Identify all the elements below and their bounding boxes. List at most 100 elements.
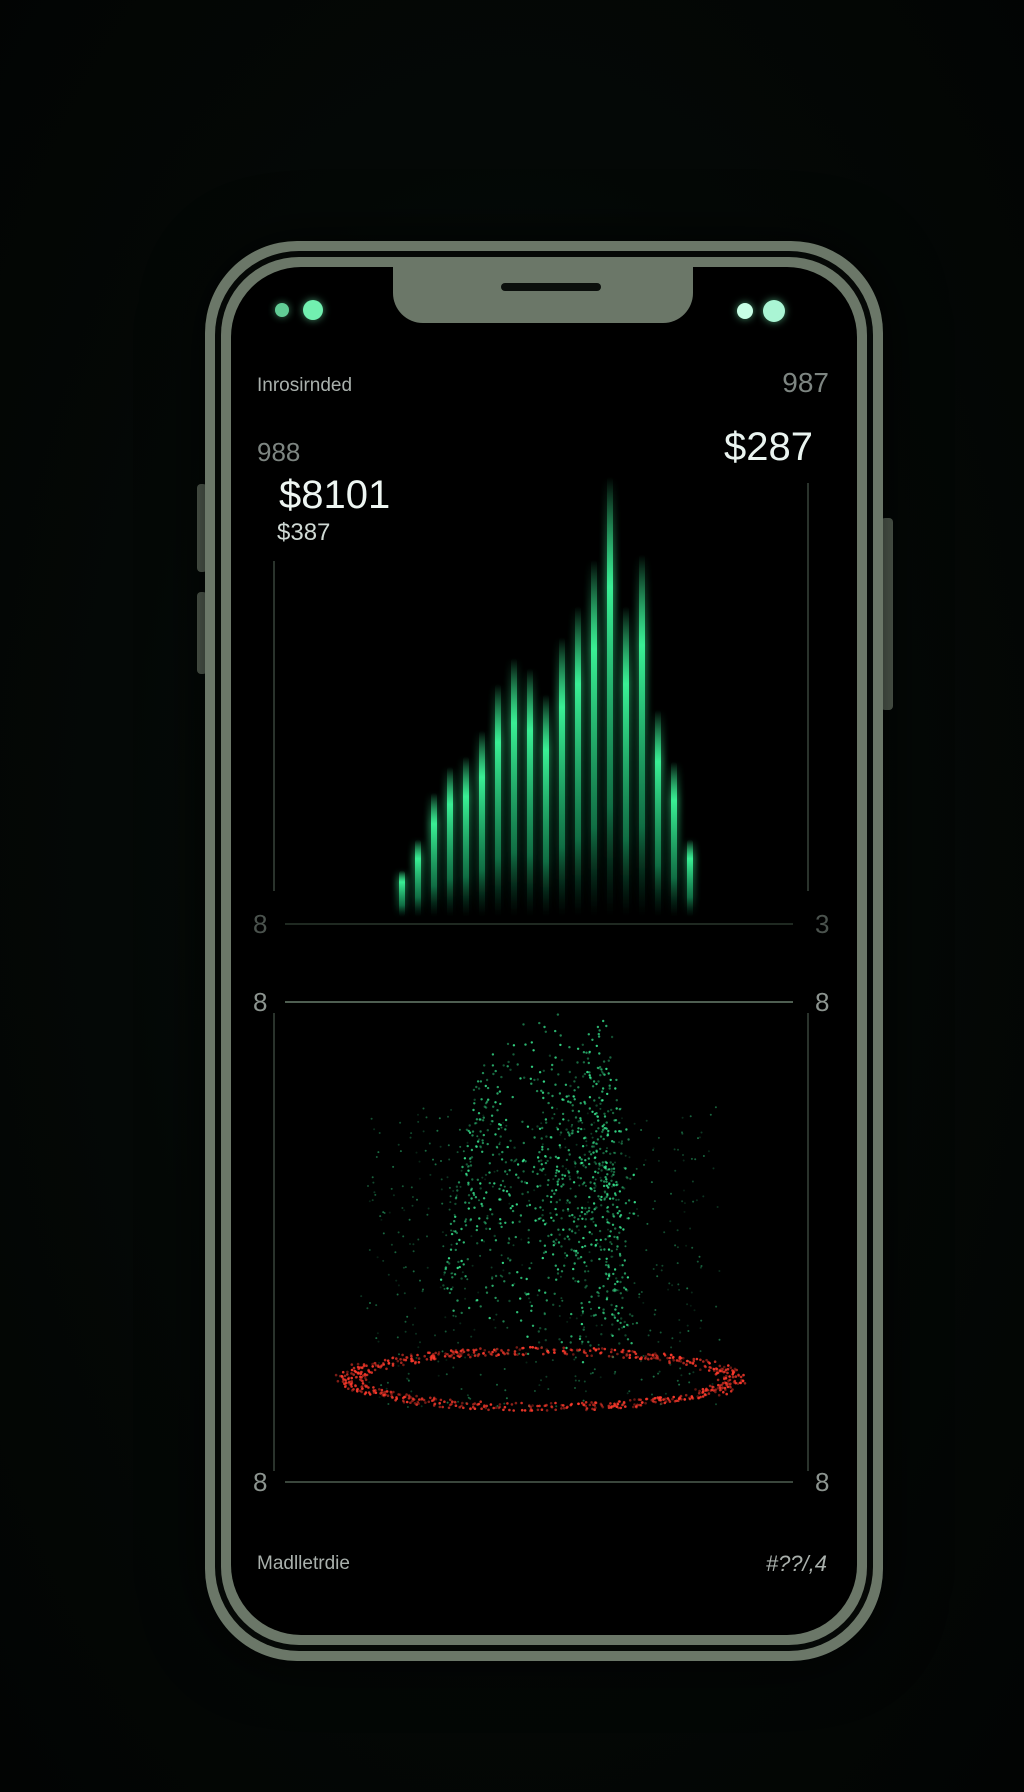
volume-down-button[interactable] — [197, 592, 207, 674]
particle-green — [544, 1155, 547, 1158]
particle-green — [596, 1138, 600, 1141]
particle-green — [594, 1156, 597, 1159]
particle-green — [488, 1316, 491, 1320]
particle-green — [615, 1305, 618, 1308]
particle-green — [610, 1175, 614, 1178]
particle-red — [721, 1381, 725, 1385]
particle-green — [505, 1190, 509, 1193]
particle-red — [528, 1404, 531, 1407]
particle-green — [632, 1173, 635, 1177]
particle-green — [376, 1332, 379, 1335]
volume-up-button[interactable] — [197, 484, 207, 572]
particle-red — [560, 1403, 564, 1407]
particle-red — [682, 1361, 685, 1365]
particle-red — [361, 1382, 365, 1385]
particle-green — [499, 1274, 502, 1277]
particle-green — [556, 1157, 559, 1160]
particle-green — [459, 1185, 462, 1188]
particle-red — [714, 1373, 718, 1376]
particle-green — [574, 1375, 577, 1378]
particle-green — [491, 1277, 494, 1280]
lower-chart-top-left-tick: 8 — [253, 987, 268, 1017]
particle-green — [528, 1297, 530, 1300]
power-button[interactable] — [881, 518, 893, 710]
particle-green — [606, 1277, 610, 1280]
particle-green — [445, 1359, 448, 1361]
particle-green — [437, 1374, 440, 1377]
particle-green — [555, 1238, 558, 1241]
particle-red — [634, 1352, 638, 1356]
header-label: Inrosirnded — [257, 375, 353, 396]
particle-green — [523, 1076, 526, 1079]
particle-green — [497, 1127, 500, 1131]
particle-red — [417, 1361, 421, 1364]
particle-green — [486, 1129, 489, 1132]
particle-green — [521, 1192, 524, 1196]
particle-green — [591, 1211, 594, 1214]
particle-green — [499, 1218, 502, 1221]
particle-red — [561, 1349, 565, 1353]
particle-green — [464, 1201, 467, 1204]
particle-green — [559, 1043, 562, 1047]
particle-green — [492, 1105, 495, 1108]
particle-green — [603, 1198, 606, 1201]
particle-green — [600, 1070, 604, 1073]
particle-green — [457, 1260, 460, 1264]
particle-green — [571, 1129, 574, 1132]
particle-green — [682, 1159, 685, 1162]
particle-green — [610, 1243, 613, 1245]
particle-green — [508, 1272, 511, 1275]
particle-red — [550, 1405, 553, 1408]
particle-green — [612, 1214, 615, 1218]
particle-red — [361, 1387, 364, 1390]
particle-green — [633, 1282, 636, 1285]
particle-green — [583, 1326, 586, 1329]
upper-chart-right-border — [807, 483, 809, 891]
particle-red — [724, 1381, 728, 1385]
particle-green — [591, 1217, 595, 1220]
particle-green — [464, 1297, 467, 1300]
particle-green — [599, 1135, 603, 1138]
particle-green — [427, 1207, 430, 1210]
particle-green — [541, 1214, 544, 1217]
particle-green — [582, 1328, 585, 1331]
particle-red — [731, 1369, 734, 1372]
particle-green — [597, 1343, 600, 1346]
particle-green — [646, 1357, 649, 1360]
particle-green — [491, 1064, 495, 1067]
particle-red — [656, 1357, 660, 1360]
particle-green — [581, 1245, 584, 1249]
particle-green — [382, 1211, 385, 1214]
particle-green — [520, 1276, 523, 1280]
particle-green — [439, 1286, 442, 1289]
particle-green — [461, 1271, 464, 1274]
particle-green — [589, 1218, 593, 1221]
particle-green — [513, 1146, 516, 1149]
particle-green — [481, 1204, 484, 1208]
particle-green — [499, 1123, 502, 1127]
particle-red — [361, 1385, 364, 1388]
particle-green — [481, 1176, 484, 1179]
particle-red — [433, 1357, 436, 1360]
particle-green — [450, 1229, 453, 1232]
particle-green — [378, 1361, 381, 1364]
particle-green — [606, 1147, 608, 1150]
particle-green — [452, 1309, 455, 1312]
particle-green — [619, 1292, 622, 1295]
particle-green — [540, 1137, 543, 1140]
particle-green — [604, 1238, 607, 1241]
particle-red — [458, 1352, 461, 1356]
particle-red — [678, 1356, 681, 1360]
particle-green — [590, 1232, 594, 1236]
particle-green — [531, 1128, 534, 1131]
particle-green — [577, 1176, 580, 1179]
particle-green — [557, 1241, 561, 1244]
particle-green — [560, 1058, 564, 1062]
upper-chart-left-tick: 8 — [253, 909, 268, 939]
particle-green — [670, 1192, 672, 1195]
particle-green — [538, 1071, 542, 1074]
particle-green — [520, 1180, 523, 1183]
particle-red — [422, 1398, 426, 1402]
particle-red — [454, 1401, 457, 1404]
particle-green — [590, 1259, 593, 1262]
